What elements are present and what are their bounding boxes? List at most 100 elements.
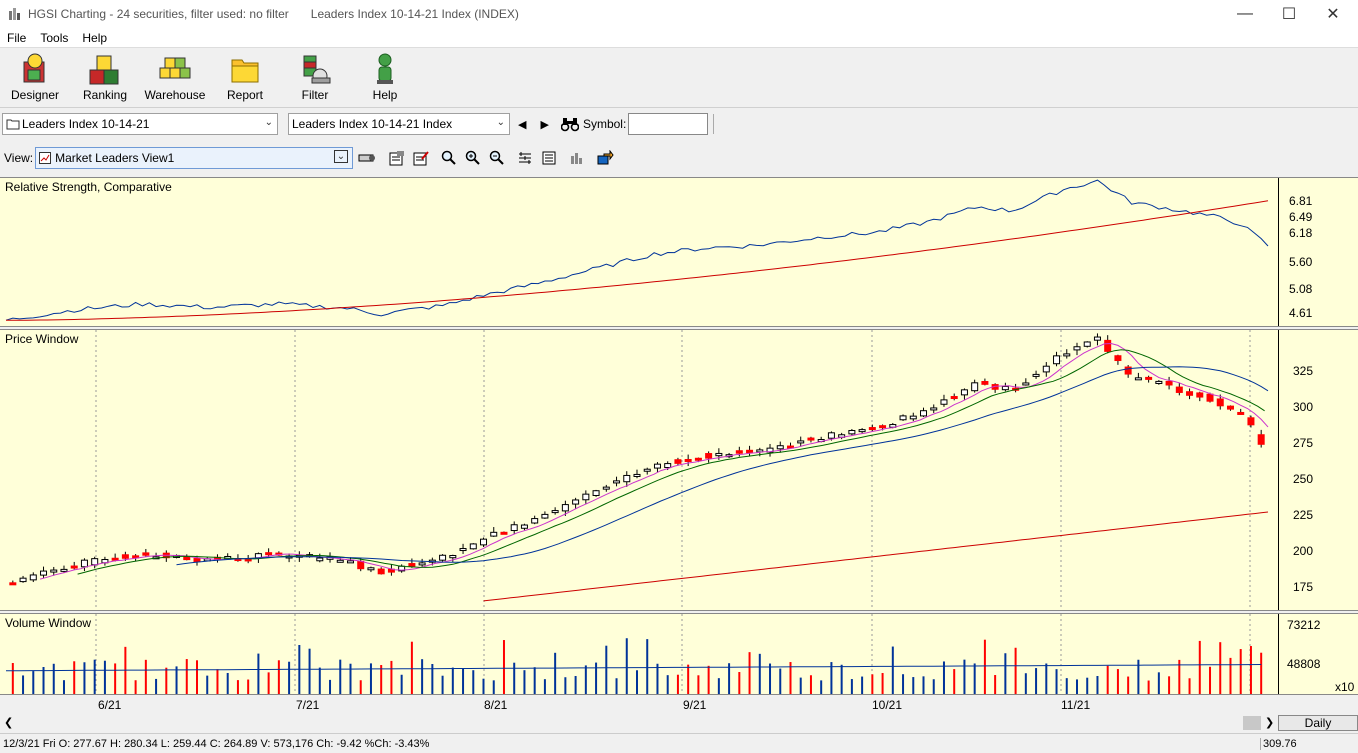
chevron-down-icon: ⌄	[333, 150, 349, 163]
candle	[520, 524, 528, 529]
bars-icon[interactable]	[515, 148, 535, 168]
help-button[interactable]: Help	[350, 48, 420, 106]
volume-ma-line	[5, 664, 1262, 672]
next-arrow-icon[interactable]: ▶	[540, 118, 549, 131]
filter-icon	[303, 55, 331, 84]
candle	[920, 410, 928, 417]
candle	[1165, 380, 1173, 386]
candle	[408, 563, 416, 567]
candle	[1053, 355, 1061, 365]
selector-row: Leaders Index 10-14-21 ⌄ Leaders Index 1…	[0, 110, 1358, 138]
zoom-in-icon[interactable]	[463, 148, 483, 168]
candle	[827, 432, 835, 439]
minimize-button[interactable]: —	[1237, 5, 1253, 22]
candle	[541, 513, 549, 519]
candle	[694, 457, 702, 461]
candle	[70, 565, 78, 569]
properties-icon[interactable]	[387, 148, 407, 168]
previous-arrow-icon[interactable]: ◀	[518, 118, 527, 131]
export-icon[interactable]	[595, 148, 615, 168]
maximize-button[interactable]: ☐	[1281, 6, 1297, 23]
window-title: HGSI Charting - 24 securities, filter us…	[28, 7, 289, 21]
report-button[interactable]: Report	[210, 48, 280, 106]
volume-panel: Volume Window 73212 48808 x10	[0, 613, 1358, 695]
scroll-thumb[interactable]	[1243, 716, 1261, 730]
volume-multiplier: x10	[1335, 680, 1355, 694]
candle	[909, 415, 917, 420]
candle	[1042, 365, 1050, 373]
candle	[940, 399, 948, 405]
candle	[531, 518, 539, 524]
ranking-button[interactable]: Ranking	[70, 48, 140, 106]
designer-button[interactable]: Designer	[0, 48, 70, 106]
group-select[interactable]: Leaders Index 10-14-21 ⌄	[2, 113, 278, 135]
candle	[633, 473, 641, 477]
view-row: View: Market Leaders View1 ⌄	[0, 144, 1358, 172]
menu-tools[interactable]: Tools	[40, 30, 69, 45]
window-subtitle: Leaders Index 10-14-21 Index (INDEX)	[310, 7, 519, 21]
candle	[1237, 411, 1245, 415]
date-label: 11/21	[1061, 698, 1091, 712]
candle	[91, 558, 99, 566]
candle	[265, 552, 273, 556]
list-icon[interactable]	[539, 148, 559, 168]
close-button[interactable]: ✕	[1326, 6, 1340, 23]
symbol-input[interactable]	[628, 113, 709, 135]
rs-tick: 6.81	[1289, 194, 1313, 208]
candle	[1114, 355, 1122, 362]
candle	[1073, 346, 1081, 351]
volume-panel-title: Volume Window	[5, 616, 92, 630]
candle	[705, 453, 713, 459]
volume-axis: 73212 48808 x10	[1278, 614, 1358, 694]
candle	[439, 554, 447, 561]
date-label: 6/21	[98, 698, 122, 712]
horizontal-scrollbar[interactable]: ❮ ❯ Daily	[0, 715, 1358, 731]
chart-type-icon[interactable]	[567, 148, 587, 168]
rs-panel-title: Relative Strength, Comparative	[5, 180, 172, 194]
candle	[848, 430, 856, 435]
period-select[interactable]: Daily	[1278, 715, 1358, 731]
help-icon	[377, 53, 393, 84]
price-tick: 325	[1293, 364, 1314, 378]
view-select[interactable]: Market Leaders View1 ⌄	[35, 147, 354, 169]
candle	[879, 425, 887, 429]
status-value: 309.76	[1260, 737, 1297, 750]
candle	[592, 490, 600, 496]
price-panel-title: Price Window	[5, 332, 79, 346]
candle	[664, 463, 672, 469]
rs-chart	[5, 179, 1269, 321]
scroll-right-icon[interactable]: ❯	[1265, 717, 1275, 729]
candle	[29, 574, 37, 581]
edit-properties-icon[interactable]	[411, 148, 431, 168]
menu-bar: File Tools Help	[0, 28, 1358, 48]
security-select[interactable]: Leaders Index 10-14-21 Index ⌄	[288, 113, 510, 135]
price-tick: 300	[1293, 400, 1314, 414]
candle	[346, 560, 354, 564]
candle	[9, 582, 17, 586]
view-settings-icon[interactable]	[357, 148, 377, 168]
candle	[142, 552, 150, 556]
separator	[713, 114, 715, 134]
candle	[1001, 385, 1009, 391]
candle	[643, 468, 651, 472]
candle	[449, 555, 457, 559]
zoom-out-icon[interactable]	[487, 148, 507, 168]
status-bar: 12/3/21 Fri O: 277.67 H: 280.34 L: 259.4…	[0, 733, 1358, 753]
candle	[684, 458, 692, 462]
scroll-left-icon[interactable]: ❮	[4, 717, 14, 729]
candle	[1145, 376, 1153, 380]
candle	[480, 538, 488, 546]
zoom-icon[interactable]	[439, 148, 459, 168]
binoculars-icon[interactable]	[560, 116, 579, 132]
candle	[950, 396, 958, 400]
candle	[776, 445, 784, 450]
candle	[193, 558, 201, 563]
menu-file[interactable]: File	[7, 30, 27, 45]
candle	[653, 463, 661, 469]
ma-line	[39, 342, 1269, 580]
candle	[111, 557, 119, 561]
warehouse-button[interactable]: Warehouse	[140, 48, 210, 106]
menu-help[interactable]: Help	[82, 30, 108, 45]
candle	[1257, 434, 1265, 445]
filter-button[interactable]: Filter	[280, 48, 350, 106]
